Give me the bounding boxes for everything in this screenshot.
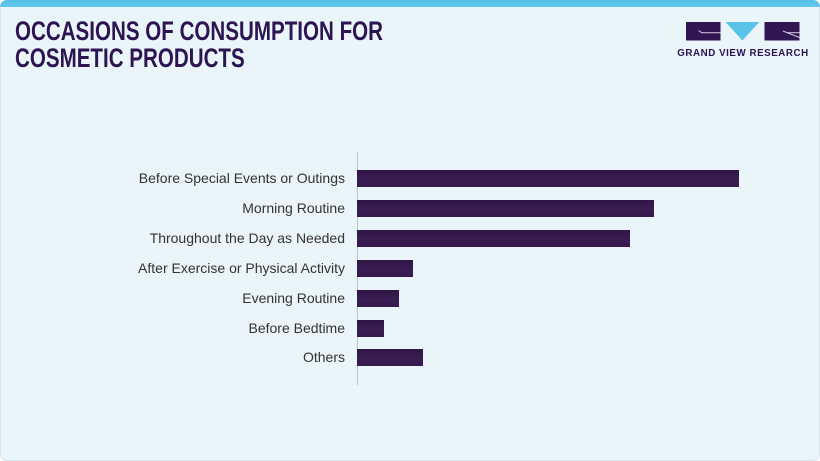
svg-text:OCCASIONS OF CONSUMPTION FOR: OCCASIONS OF CONSUMPTION FOR bbox=[15, 16, 383, 46]
svg-text:GRAND VIEW RESEARCH: GRAND VIEW RESEARCH bbox=[677, 47, 808, 58]
svg-text:COSMETIC PRODUCTS: COSMETIC PRODUCTS bbox=[15, 43, 245, 73]
